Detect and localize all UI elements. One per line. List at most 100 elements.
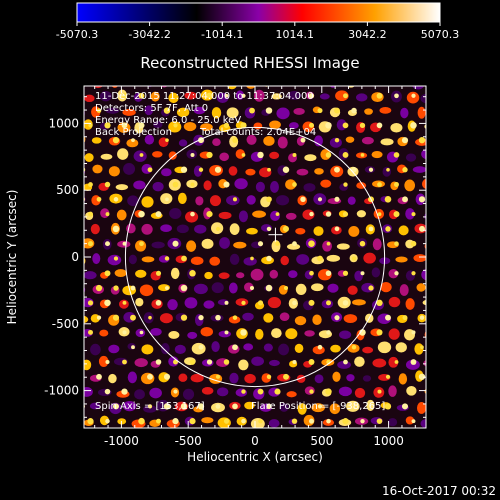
emission-blob [190,256,204,266]
emission-highlight [147,404,153,409]
emission-highlight [342,122,349,129]
emission-highlight [138,92,145,99]
emission-highlight [131,138,135,143]
emission-highlight [274,388,281,395]
emission-highlight [376,299,383,307]
emission-blob [329,403,341,415]
emission-highlight [163,403,171,410]
emission-highlight [87,241,94,247]
y-tick-label: 0 [71,250,79,264]
emission-blob [99,329,109,337]
plot-title: Reconstructed RHESSI Image [140,54,359,72]
emission-highlight [138,210,145,218]
emission-highlight [402,196,408,203]
emission-highlight [180,284,188,292]
emission-highlight [257,388,264,395]
emission-blob [184,297,198,309]
emission-highlight [343,182,348,187]
emission-blob [99,90,112,102]
emission-highlight [410,240,417,247]
emission-highlight [163,373,171,380]
emission-highlight [275,241,280,246]
emission-blob [201,238,214,249]
emission-highlight [104,122,111,129]
emission-blob [400,107,409,119]
emission-blob [212,433,222,441]
emission-blob [348,226,360,237]
emission-blob [76,403,84,410]
emission-blob [326,254,341,262]
emission-blob [229,372,239,384]
emission-highlight [325,152,332,158]
emission-highlight [172,240,179,247]
emission-blob [238,210,248,223]
emission-blob [382,166,392,177]
emission-blob [278,343,290,356]
emission-blob [159,434,173,442]
emission-blob [277,136,288,149]
emission-blob [141,344,154,355]
emission-blob [347,196,356,205]
emission-highlight [198,167,204,172]
emission-highlight [343,93,348,99]
emission-blob [134,358,148,368]
emission-blob [388,356,399,368]
emission-highlight [300,137,306,143]
emission-blob [92,253,101,265]
emission-highlight [308,299,315,306]
emission-blob [405,208,415,220]
emission-highlight [96,78,102,84]
colorbar-tick-label: 5070.3 [421,28,460,41]
emission-highlight [104,270,111,277]
emission-blob [150,327,162,336]
emission-blob [287,90,302,100]
emission-blob [364,79,378,85]
emission-blob [122,108,136,116]
emission-highlight [394,93,399,99]
emission-highlight [139,153,144,157]
emission-blob [269,269,279,279]
emission-blob [263,343,273,352]
emission-highlight [155,211,162,218]
emission-blob [313,226,324,236]
emission-highlight [403,79,407,83]
emission-highlight [87,418,94,425]
emission-blob [219,237,230,249]
emission-highlight [267,79,271,83]
emission-highlight [163,107,171,114]
emission-highlight [121,93,128,99]
emission-blob [216,387,229,397]
emission-highlight [249,107,255,114]
colorbar [76,2,441,23]
emission-highlight [112,403,120,410]
emission-blob [296,168,309,176]
x-tick-label: -1000 [104,434,139,448]
emission-blob [320,179,332,188]
emission-blob [251,356,264,366]
emission-highlight [165,138,169,142]
emission-blob [123,162,136,175]
emission-highlight [292,359,297,365]
emission-blob [135,297,144,307]
emission-blob [211,107,222,119]
emission-blob [380,138,394,146]
emission-highlight [240,329,247,336]
emission-blob [280,255,289,266]
emission-highlight [284,433,289,438]
emission-blob [414,432,427,439]
emission-blob [399,284,409,296]
emission-blob [395,256,408,263]
emission-highlight [325,122,332,129]
emission-highlight [352,79,356,83]
emission-blob [122,400,137,412]
emission-blob [218,272,230,279]
y-tick-label: 1000 [48,116,79,130]
emission-blob [362,346,374,354]
emission-blob [388,296,401,308]
y-tick-label: 500 [56,183,79,197]
emission-highlight [368,226,374,232]
emission-highlight [241,93,246,98]
emission-highlight [190,211,195,217]
emission-blob [218,211,232,220]
emission-blob [255,328,264,340]
